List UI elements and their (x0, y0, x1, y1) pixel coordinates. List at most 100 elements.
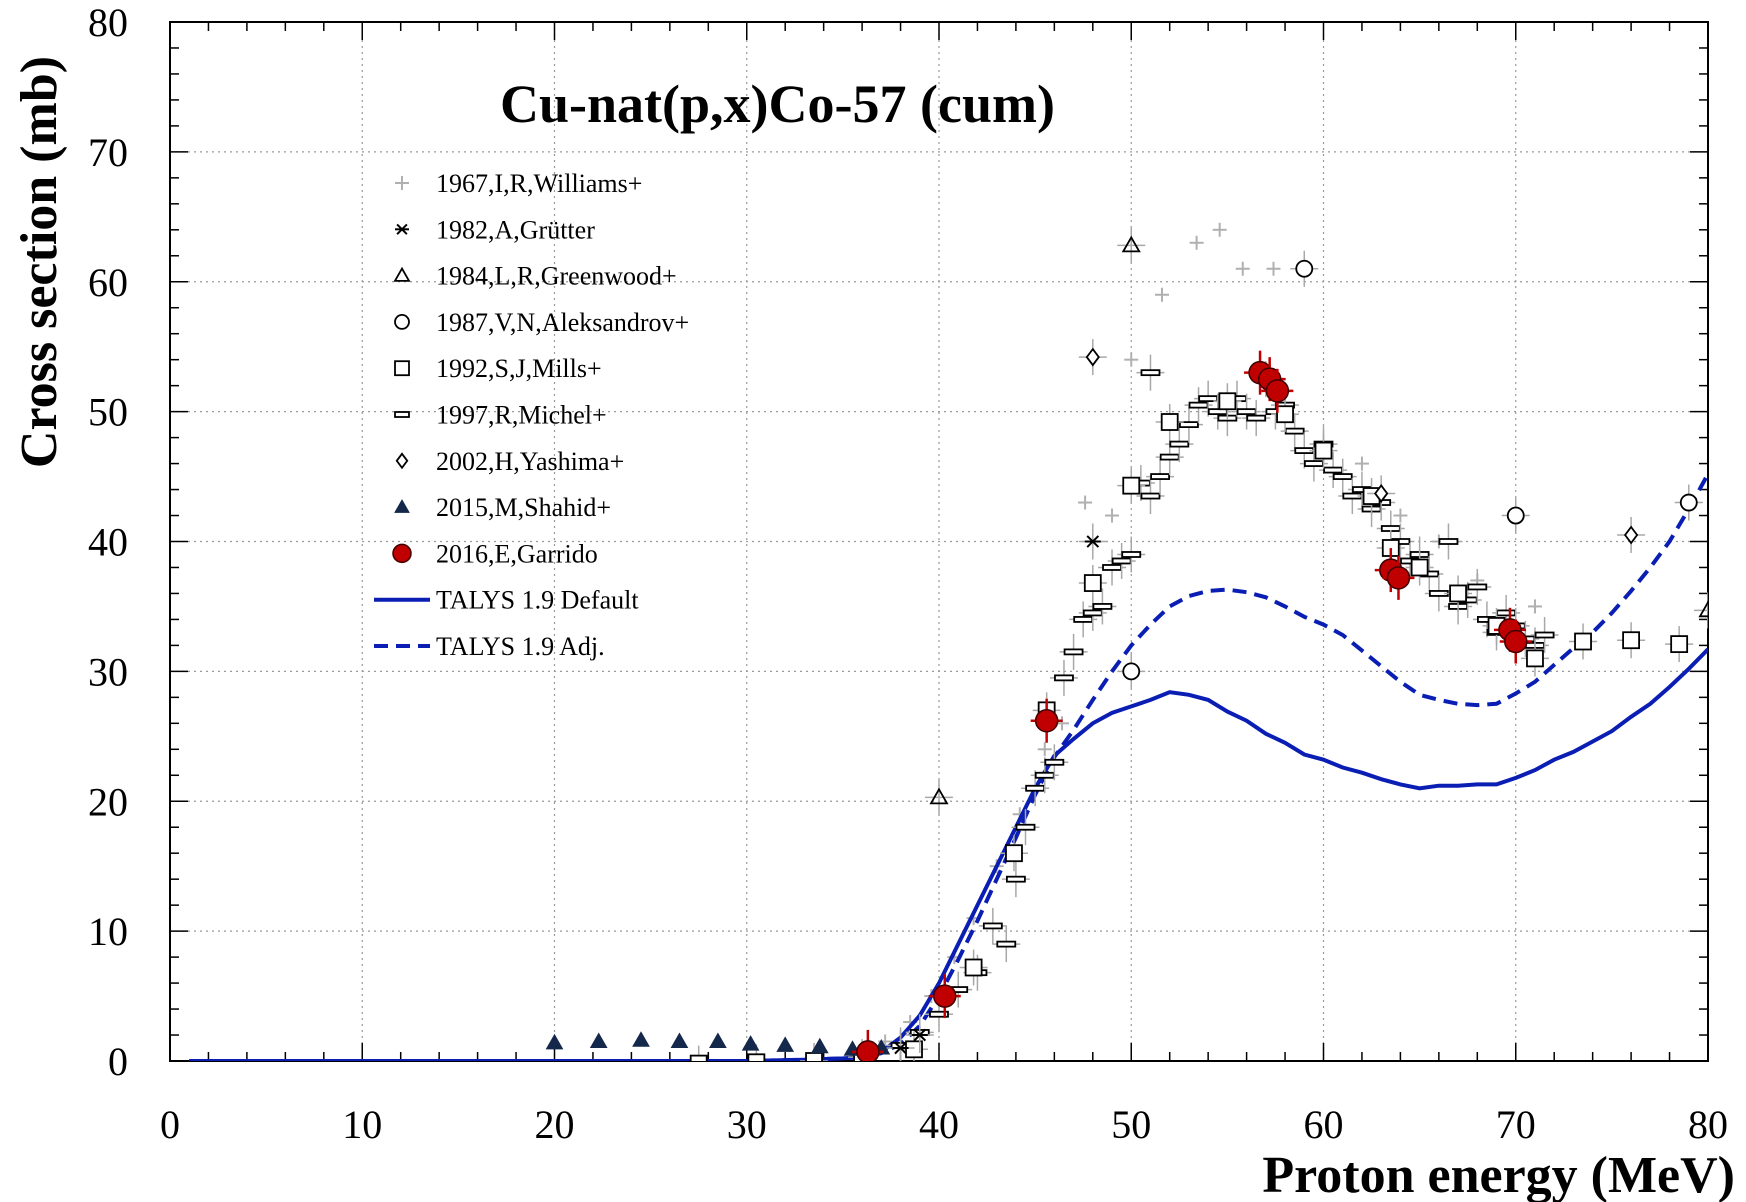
data-point (856, 1040, 880, 1061)
legend-swatch (394, 313, 410, 330)
legend-entry: 1984,L,R,Greenwood+ (393, 262, 677, 291)
legend-entry: TALYS 1.9 Adj. (374, 632, 605, 661)
data-point (1054, 674, 1074, 682)
data-point (1393, 508, 1408, 523)
data-point (1623, 525, 1639, 545)
data-point (670, 1032, 689, 1049)
data-point (741, 1035, 760, 1051)
legend-label: 2002,H,Yashima+ (436, 447, 624, 476)
data-point (929, 1010, 949, 1018)
legend-swatch (393, 266, 411, 282)
legend-entry: 2002,H,Yashima+ (395, 447, 624, 476)
legend-entry: TALYS 1.9 Default (374, 586, 639, 615)
data-point (905, 1040, 923, 1059)
x-axis-title: Proton energy (MeV) (1262, 1147, 1735, 1202)
data-point (1698, 600, 1708, 618)
legend-label: 1984,L,R,Greenwood+ (436, 262, 677, 291)
data-point (1189, 235, 1204, 250)
data-point (1078, 495, 1093, 510)
data-point (1235, 261, 1250, 276)
data-point (1496, 609, 1517, 617)
x-tick-labels: 0 10 20 30 40 50 60 70 80 (160, 1102, 1728, 1147)
data-point (1044, 758, 1065, 766)
data-point (1449, 584, 1467, 603)
data-point (964, 958, 983, 977)
data-point (1150, 473, 1170, 480)
data-point (1006, 875, 1026, 883)
data-point (1102, 564, 1122, 571)
data-point (1622, 631, 1640, 650)
legend-label: 1967,I,R,Williams+ (436, 169, 642, 198)
y-tick-label: 70 (88, 130, 128, 175)
data-point (1124, 352, 1139, 367)
data-point (1155, 287, 1170, 302)
series-line-dashed (189, 473, 1708, 1061)
y-tick-label: 30 (88, 649, 128, 694)
data-point (1092, 603, 1113, 610)
data-point (1276, 405, 1294, 424)
x-tick-label: 0 (160, 1102, 180, 1147)
series-circle-open (1117, 250, 1703, 690)
data-point (1122, 476, 1141, 495)
series-diamond-open (1078, 339, 1646, 554)
x-tick-label: 20 (535, 1102, 575, 1147)
data-point (1034, 771, 1055, 779)
data-point (1105, 508, 1120, 523)
data-point (1140, 492, 1161, 500)
data-point (911, 1028, 928, 1042)
data-point (1121, 235, 1141, 253)
data-point (1111, 557, 1132, 565)
data-point (1332, 473, 1353, 480)
legend-swatch (394, 411, 410, 418)
y-tick-labels: 0 10 20 30 40 50 60 70 80 (88, 0, 128, 1084)
data-point (1314, 441, 1333, 460)
data-point (1179, 421, 1199, 429)
data-point (1438, 538, 1459, 545)
legend-swatch (395, 452, 409, 470)
x-tick-label: 50 (1111, 1102, 1151, 1147)
legend-swatch (392, 543, 412, 564)
data-point (1034, 708, 1059, 733)
data-point (776, 1036, 795, 1052)
chart-title: Cu-nat(p,x)Co-57 (cum) (500, 74, 1055, 134)
data-point (1679, 493, 1698, 512)
x-tick-label: 70 (1496, 1102, 1536, 1147)
legend-swatch (394, 360, 410, 377)
data-point (1265, 379, 1290, 403)
data-point (1140, 369, 1161, 377)
data-point (982, 922, 1003, 930)
data-point (1121, 551, 1142, 558)
data-point (747, 1053, 766, 1061)
series-square-open (689, 383, 1694, 1061)
data-point (1212, 222, 1227, 237)
data-point (1083, 574, 1102, 592)
data-point (709, 1032, 727, 1049)
legend-label: 2015,M,Shahid+ (436, 493, 611, 522)
data-point (810, 1037, 829, 1054)
data-point (929, 787, 949, 805)
legend: 1967,I,R,Williams+ 1982,A,Grütter 1984,L,R… (374, 169, 689, 661)
data-point (1266, 261, 1281, 276)
x-tick-label: 80 (1688, 1102, 1728, 1147)
y-tick-label: 60 (88, 260, 128, 305)
data-point (1122, 662, 1141, 681)
data-point (1504, 629, 1528, 654)
data-point (589, 1032, 608, 1049)
data-point (1160, 413, 1179, 431)
data-point (1037, 742, 1052, 757)
data-point (1169, 440, 1190, 448)
data-point (545, 1033, 564, 1050)
legend-entry: 1997,R,Michel+ (394, 401, 607, 430)
series-circle-filled (851, 350, 1532, 1061)
data-point (1386, 566, 1411, 590)
data-point (1534, 631, 1555, 639)
talys-default-curve (189, 647, 1708, 1061)
legend-label: 2016,E,Garrido (436, 539, 598, 568)
legend-label: 1987,V,N,Aleksandrov+ (436, 308, 689, 337)
data-point (1236, 408, 1257, 416)
y-tick-label: 10 (88, 909, 128, 954)
plot-frame (169, 21, 1709, 1062)
data-point (1085, 347, 1100, 367)
